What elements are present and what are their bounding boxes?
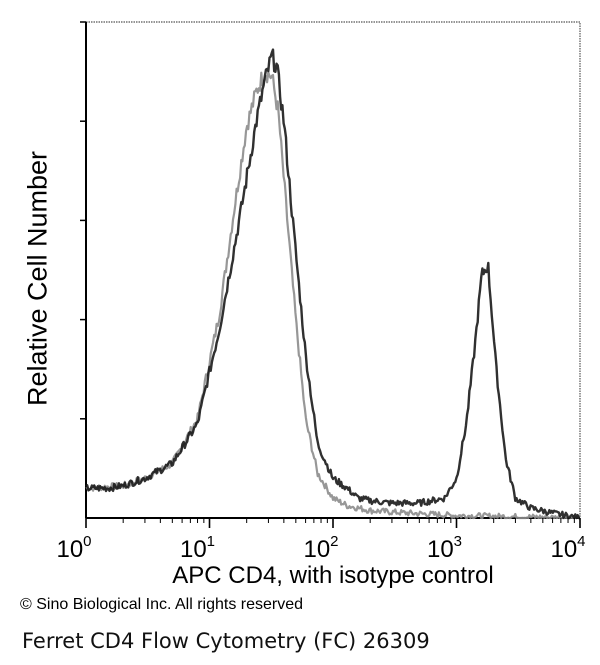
x-tick-label: 104 xyxy=(550,533,585,563)
figure-caption: Ferret CD4 Flow Cytometry (FC) 26309 xyxy=(22,629,430,653)
flow-cytometry-histogram: 100 101 102 103 104 xyxy=(56,21,586,563)
x-tick-label: 100 xyxy=(56,533,91,563)
histogram-sample xyxy=(85,48,580,520)
axis-layer: 100 101 102 103 104 xyxy=(56,518,586,563)
x-tick-label: 102 xyxy=(303,533,338,563)
y-axis-label: Relative Cell Number xyxy=(22,150,53,407)
x-axis-label: APC CD4, with isotype control xyxy=(172,562,494,589)
x-tick-label: 103 xyxy=(427,533,462,563)
x-tick-label: 101 xyxy=(180,533,215,563)
plot-border xyxy=(85,21,581,519)
copyright-notice: © Sino Biological Inc. All rights reserv… xyxy=(20,596,304,613)
series-layer xyxy=(85,48,582,520)
